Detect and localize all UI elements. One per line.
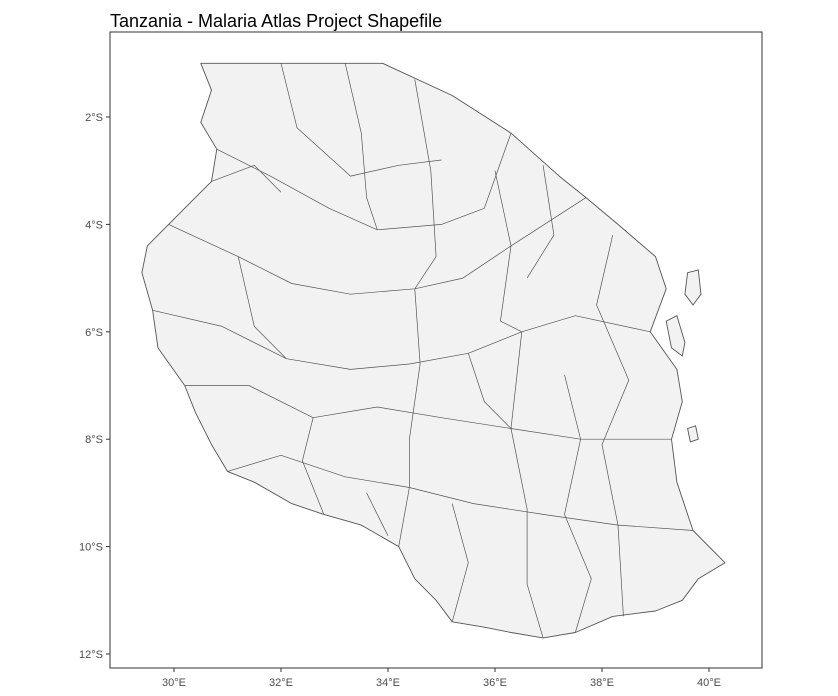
x-tick-label: 36°E <box>483 677 507 689</box>
district-border <box>302 417 325 515</box>
x-tick-label: 32°E <box>269 677 293 689</box>
country-outline <box>141 62 726 639</box>
district-border <box>152 309 651 370</box>
island-polygon <box>684 269 702 306</box>
y-tick-label: 4°S <box>85 219 103 231</box>
x-tick-label: 38°E <box>590 677 614 689</box>
district-border <box>237 256 287 359</box>
district-border <box>366 492 389 537</box>
district-border <box>467 353 512 429</box>
district-border <box>494 170 544 638</box>
district-border <box>451 503 469 622</box>
x-tick-label: 34°E <box>376 677 400 689</box>
district-border <box>280 63 442 177</box>
district-border <box>398 79 437 547</box>
x-axis: 30°E 32°E 34°E 36°E 38°E 40°E <box>162 668 721 689</box>
district-border <box>344 63 378 230</box>
y-axis: 2°S 4°S 6°S 8°S 10°S 12°S <box>79 112 110 661</box>
map-layer <box>141 62 726 639</box>
district-border <box>564 374 592 633</box>
district-border <box>227 454 694 531</box>
x-tick-label: 30°E <box>162 677 186 689</box>
y-tick-label: 8°S <box>85 434 103 446</box>
x-tick-label: 40°E <box>697 677 721 689</box>
district-border <box>184 385 672 440</box>
panel-border <box>109 31 763 669</box>
island-polygon <box>687 425 699 443</box>
island-polygon <box>665 315 686 357</box>
district-border <box>211 164 282 193</box>
y-tick-label: 2°S <box>85 112 103 124</box>
y-tick-label: 6°S <box>85 327 103 339</box>
y-tick-label: 10°S <box>79 542 103 554</box>
district-border <box>168 197 587 295</box>
y-tick-label: 12°S <box>79 649 103 661</box>
district-border <box>596 235 630 617</box>
chart-title: Tanzania - Malaria Atlas Project Shapefi… <box>110 11 443 31</box>
district-border <box>526 165 555 279</box>
